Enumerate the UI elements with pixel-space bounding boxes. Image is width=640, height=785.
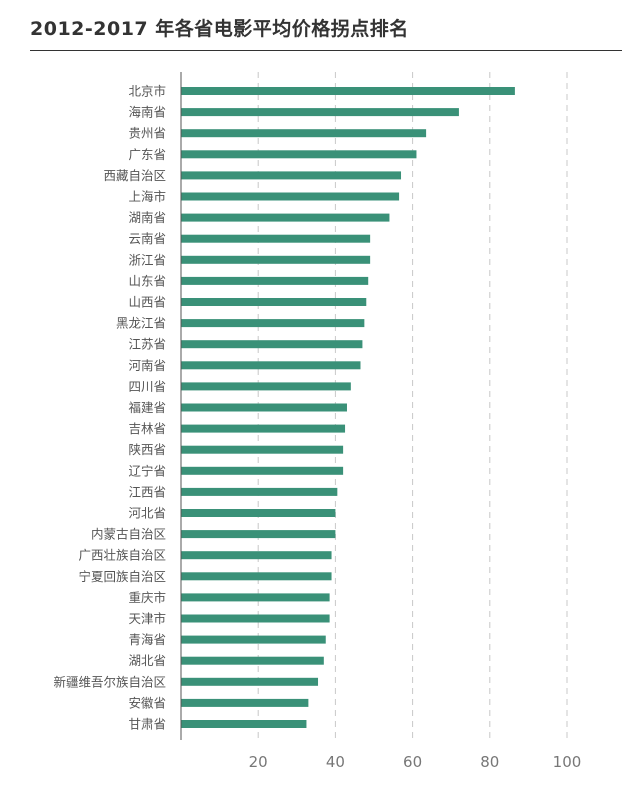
x-tick-label-60: 60 <box>403 753 422 771</box>
category-label-7: 湖南省 <box>128 210 166 225</box>
category-label-18: 陕西省 <box>128 442 166 457</box>
category-label-21: 河北省 <box>128 506 166 521</box>
category-label-25: 重庆市 <box>128 590 166 605</box>
x-tick-label-100: 100 <box>553 753 582 771</box>
category-label-14: 河南省 <box>128 358 166 373</box>
bar-20 <box>181 487 338 496</box>
bar-6 <box>181 192 400 201</box>
bar-12 <box>181 319 365 328</box>
bar-24 <box>181 572 332 581</box>
bar-21 <box>181 509 336 517</box>
bar-17 <box>181 424 346 433</box>
bar-18 <box>181 445 344 454</box>
x-tick-label-20: 20 <box>249 753 268 771</box>
category-label-16: 福建省 <box>128 400 166 415</box>
category-label-30: 安徽省 <box>128 695 166 710</box>
category-label-8: 云南省 <box>128 231 166 246</box>
bar-7 <box>181 213 390 222</box>
category-label-12: 黑龙江省 <box>116 316 166 331</box>
bar-8 <box>181 234 371 243</box>
bar-27 <box>181 635 326 644</box>
category-label-17: 吉林省 <box>128 421 166 436</box>
category-label-20: 江西省 <box>128 484 166 499</box>
chart-title: 2012-2017 年各省电影平均价格拐点排名 <box>30 18 409 40</box>
category-label-29: 新疆维吾尔族自治区 <box>53 674 166 689</box>
bar-26 <box>181 614 330 623</box>
bar-11 <box>181 298 367 306</box>
bar-28 <box>181 656 324 665</box>
category-label-2: 海南省 <box>128 105 166 120</box>
bar-14 <box>181 361 361 370</box>
bar-25 <box>181 593 330 602</box>
bar-1 <box>181 87 515 95</box>
category-label-9: 浙江省 <box>128 252 166 267</box>
bar-5 <box>181 171 402 180</box>
category-label-1: 北京市 <box>128 84 166 99</box>
category-label-22: 内蒙古自治区 <box>91 527 166 542</box>
category-label-26: 天津市 <box>128 611 166 626</box>
category-label-6: 上海市 <box>128 189 166 204</box>
category-label-28: 湖北省 <box>128 653 166 668</box>
category-label-13: 江苏省 <box>128 337 166 352</box>
bar-16 <box>181 403 347 412</box>
category-label-11: 山西省 <box>128 295 166 310</box>
bar-30 <box>181 698 309 707</box>
category-label-27: 青海省 <box>128 632 166 647</box>
bar-13 <box>181 340 363 349</box>
bar-15 <box>181 382 351 391</box>
bar-19 <box>181 466 344 475</box>
category-label-5: 西藏自治区 <box>103 168 166 183</box>
bar-29 <box>181 677 319 686</box>
bar-22 <box>181 530 336 539</box>
x-tick-label-80: 80 <box>480 753 499 771</box>
category-label-19: 辽宁省 <box>128 463 166 478</box>
category-label-15: 四川省 <box>128 379 166 394</box>
category-label-10: 山东省 <box>128 273 166 288</box>
category-label-31: 甘肃省 <box>128 717 166 732</box>
title-divider <box>30 50 622 51</box>
bar-31 <box>181 720 307 728</box>
bar-23 <box>181 551 332 560</box>
bar-2 <box>181 108 459 117</box>
bar-10 <box>181 276 369 285</box>
bar-9 <box>181 255 371 264</box>
bar-3 <box>181 129 427 138</box>
category-label-23: 广西壮族自治区 <box>78 548 166 563</box>
category-label-24: 宁夏回族自治区 <box>78 569 166 584</box>
category-label-4: 广东省 <box>128 147 166 162</box>
bar-4 <box>181 150 417 159</box>
x-tick-label-40: 40 <box>326 753 345 771</box>
category-label-3: 贵州省 <box>128 126 166 141</box>
